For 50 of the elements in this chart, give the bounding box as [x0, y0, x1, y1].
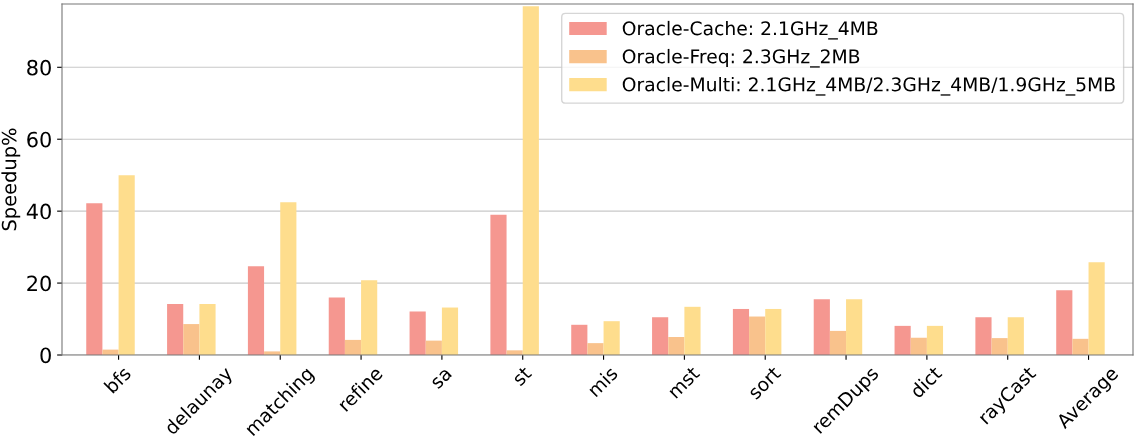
- bar: [571, 324, 588, 355]
- bar: [668, 337, 685, 355]
- x-tick-label: sa: [431, 368, 453, 390]
- bar: [926, 325, 944, 355]
- bar: [813, 299, 830, 355]
- bar: [1007, 317, 1024, 355]
- bar: [587, 343, 604, 355]
- bar: [749, 316, 766, 355]
- y-tick-label: 20: [27, 275, 51, 292]
- x-tick-label: mis: [586, 365, 619, 398]
- bar: [199, 303, 216, 355]
- legend-label: Oracle-Freq: 2.3GHz_2MB: [622, 48, 860, 68]
- y-axis-title: Speedup%: [1, 128, 21, 231]
- legend-label: Oracle-Cache: 2.1GHz_4MB: [622, 20, 878, 40]
- bar: [86, 203, 103, 355]
- legend-label: Oracle-Multi: 2.1GHz_4MB/2.3GHz_4MB/1.9GHz_5MB: [622, 76, 1115, 96]
- bar: [1088, 262, 1105, 355]
- bar: [652, 317, 669, 355]
- bar: [765, 308, 782, 355]
- bar: [490, 214, 507, 355]
- bar: [603, 321, 620, 355]
- x-tick-label: st: [511, 365, 533, 387]
- bar: [328, 297, 345, 355]
- bar: [167, 303, 184, 355]
- bar: [361, 280, 378, 355]
- bar: [910, 337, 927, 355]
- bar: [732, 308, 750, 355]
- bar: [894, 325, 911, 355]
- x-tick-label: bfs: [103, 365, 132, 394]
- bar: [1072, 338, 1089, 355]
- bar: [441, 307, 459, 355]
- bar: [991, 338, 1008, 355]
- bar: [280, 202, 297, 355]
- bar: [183, 324, 200, 355]
- y-tick-label: 40: [26, 203, 51, 220]
- x-tick-label: mst: [667, 365, 701, 399]
- bar: [522, 6, 539, 355]
- bar: [344, 339, 362, 355]
- bar: [829, 330, 847, 355]
- y-tick-label: 80: [27, 59, 51, 76]
- bar: [684, 306, 701, 355]
- y-tick-label: 0: [40, 347, 51, 364]
- bar: [1056, 290, 1073, 355]
- bar: [975, 317, 992, 355]
- x-tick-label: dict: [908, 365, 943, 399]
- y-tick-label: 60: [27, 131, 51, 148]
- bar: [247, 266, 265, 355]
- bar: [846, 299, 863, 355]
- bar: [118, 175, 135, 355]
- bar: [409, 311, 426, 355]
